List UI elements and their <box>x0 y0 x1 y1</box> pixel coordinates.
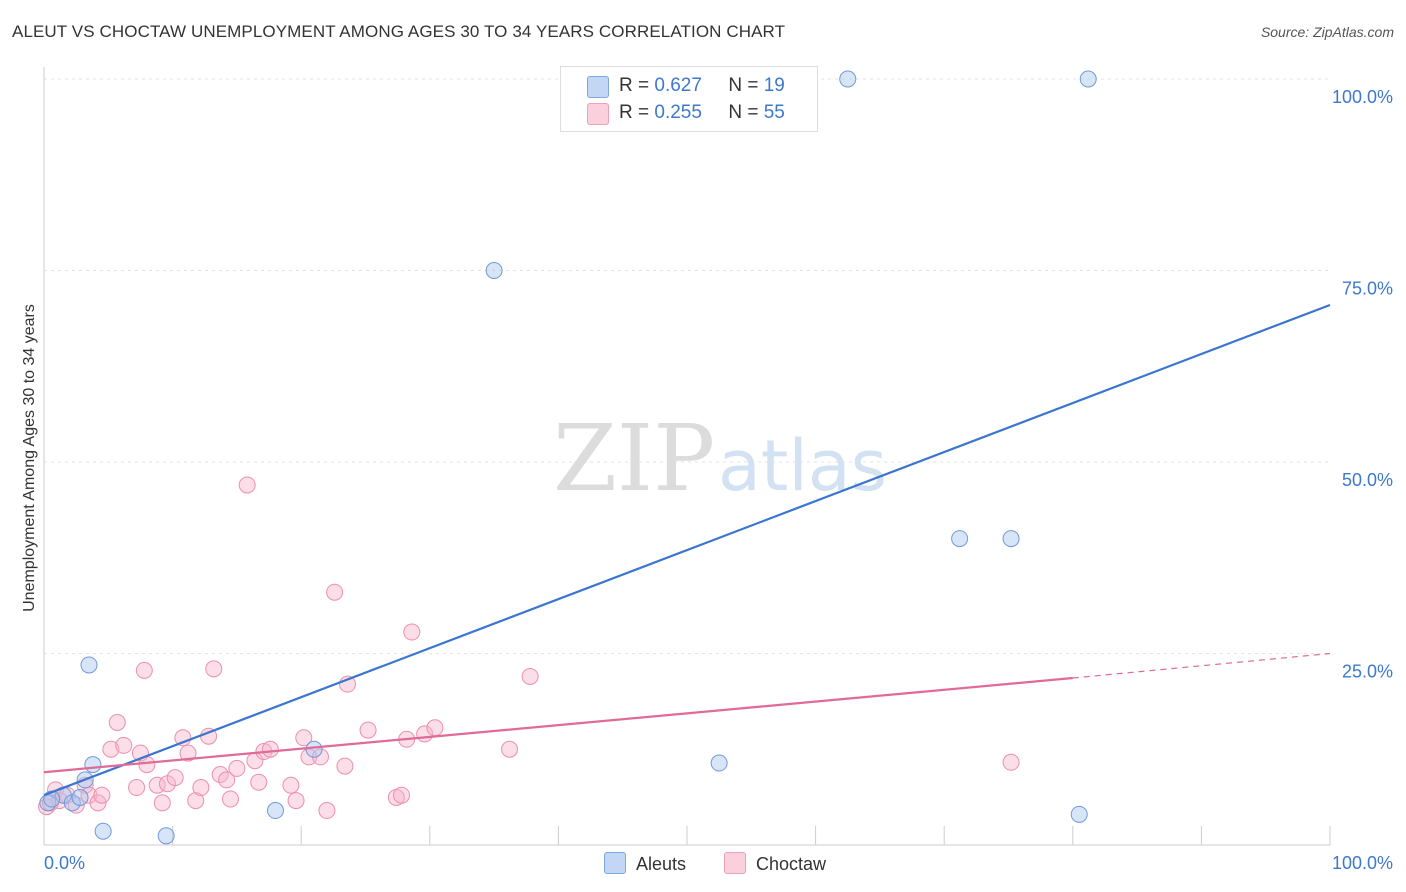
x-axis-ticks <box>172 826 1331 845</box>
choctaw-point <box>153 794 171 812</box>
aleut-point <box>305 740 323 758</box>
watermark: ZIP atlas <box>553 405 887 512</box>
aleuts-legend-label: Aleuts <box>636 854 687 874</box>
choctaw-swatch <box>587 103 609 125</box>
choctaw-legend-label: Choctaw <box>756 854 827 874</box>
watermark-zip: ZIP <box>553 405 715 512</box>
aleuts-legend-swatch <box>604 852 626 874</box>
x-tick-label-max: 100.0% <box>1332 853 1393 873</box>
x-tick-label-min: 0.0% <box>44 853 85 873</box>
choctaw-point <box>287 792 305 810</box>
aleut-point <box>84 756 102 774</box>
aleut-point <box>266 802 284 820</box>
aleut-points <box>39 70 1097 845</box>
source-credit: Source: ZipAtlas.com <box>1260 24 1394 40</box>
stats-legend: R = 0.627 N = 19 R = 0.255 N = 55 <box>560 66 818 132</box>
aleut-point <box>1002 530 1020 548</box>
watermark-atlas: atlas <box>718 425 887 507</box>
legend-r-label: R = <box>619 75 650 96</box>
choctaw-point <box>89 794 107 812</box>
bottom-legend-aleuts[interactable]: Aleuts <box>604 852 686 875</box>
choctaw-point <box>115 736 133 754</box>
choctaw-point <box>426 719 444 737</box>
y-axis-title: Unemployment Among Ages 30 to 34 years <box>21 304 38 612</box>
choctaw-point <box>318 802 336 820</box>
choctaw-point <box>221 790 239 808</box>
legend-n-value: 55 <box>763 102 785 123</box>
choctaw-point <box>261 740 279 758</box>
choctaw-points <box>38 476 1020 820</box>
choctaw-point <box>205 660 223 678</box>
choctaw-point <box>128 779 146 797</box>
legend-n-label: N = <box>728 102 759 123</box>
choctaw-point <box>228 759 246 777</box>
aleut-point <box>94 822 112 840</box>
aleut-point <box>71 789 89 807</box>
aleut-point <box>710 754 728 772</box>
choctaw-point <box>336 757 354 775</box>
legend-r-value: 0.255 <box>654 102 702 123</box>
aleut-point <box>43 790 61 808</box>
aleut-point <box>80 656 98 674</box>
bottom-legend-choctaw[interactable]: Choctaw <box>724 852 826 875</box>
choctaw-point <box>192 779 210 797</box>
trend-lines <box>43 303 1331 797</box>
chart-title: ALEUT VS CHOCTAW UNEMPLOYMENT AMONG AGES… <box>12 22 786 41</box>
legend-n-value: 19 <box>763 75 785 96</box>
aleut-point <box>1079 70 1097 88</box>
choctaw-point <box>359 721 377 739</box>
choctaw-point <box>326 583 344 601</box>
choctaw-legend-swatch <box>724 852 746 874</box>
choctaw-point <box>295 729 313 747</box>
choctaw-point <box>218 771 236 789</box>
choctaw-point <box>93 786 111 804</box>
choctaw-trend-line <box>43 676 1073 774</box>
choctaw-trend-extension <box>1072 652 1331 679</box>
y-tick-labels: 25.0% 50.0% 75.0% 100.0% <box>1332 87 1393 682</box>
choctaw-point <box>403 623 421 641</box>
choctaw-point <box>166 769 184 787</box>
choctaw-point <box>108 713 126 731</box>
aleuts-swatch <box>587 76 609 98</box>
gridlines <box>44 78 1330 654</box>
choctaw-point <box>135 661 153 679</box>
choctaw-point <box>102 740 120 758</box>
aleut-point <box>1070 805 1088 823</box>
legend-n-label: N = <box>728 75 759 96</box>
aleuts-trend-line <box>43 303 1331 797</box>
choctaw-point <box>282 776 300 794</box>
aleut-point <box>157 827 175 845</box>
choctaw-point <box>501 740 519 758</box>
y-tick-label: 50.0% <box>1342 470 1393 490</box>
choctaw-point <box>521 667 539 685</box>
choctaw-point <box>393 786 411 804</box>
legend-r-label: R = <box>619 102 650 123</box>
choctaw-point <box>187 792 205 810</box>
y-tick-label: 100.0% <box>1332 87 1393 107</box>
aleut-point <box>951 530 969 548</box>
aleut-point <box>485 262 503 279</box>
choctaw-point <box>179 744 197 762</box>
y-tick-label: 75.0% <box>1342 279 1393 299</box>
choctaw-point <box>250 773 268 791</box>
aleut-point <box>839 70 857 88</box>
y-tick-label: 25.0% <box>1342 662 1393 682</box>
choctaw-point <box>1002 753 1020 771</box>
choctaw-point <box>238 476 256 494</box>
legend-r-value: 0.627 <box>654 75 702 96</box>
